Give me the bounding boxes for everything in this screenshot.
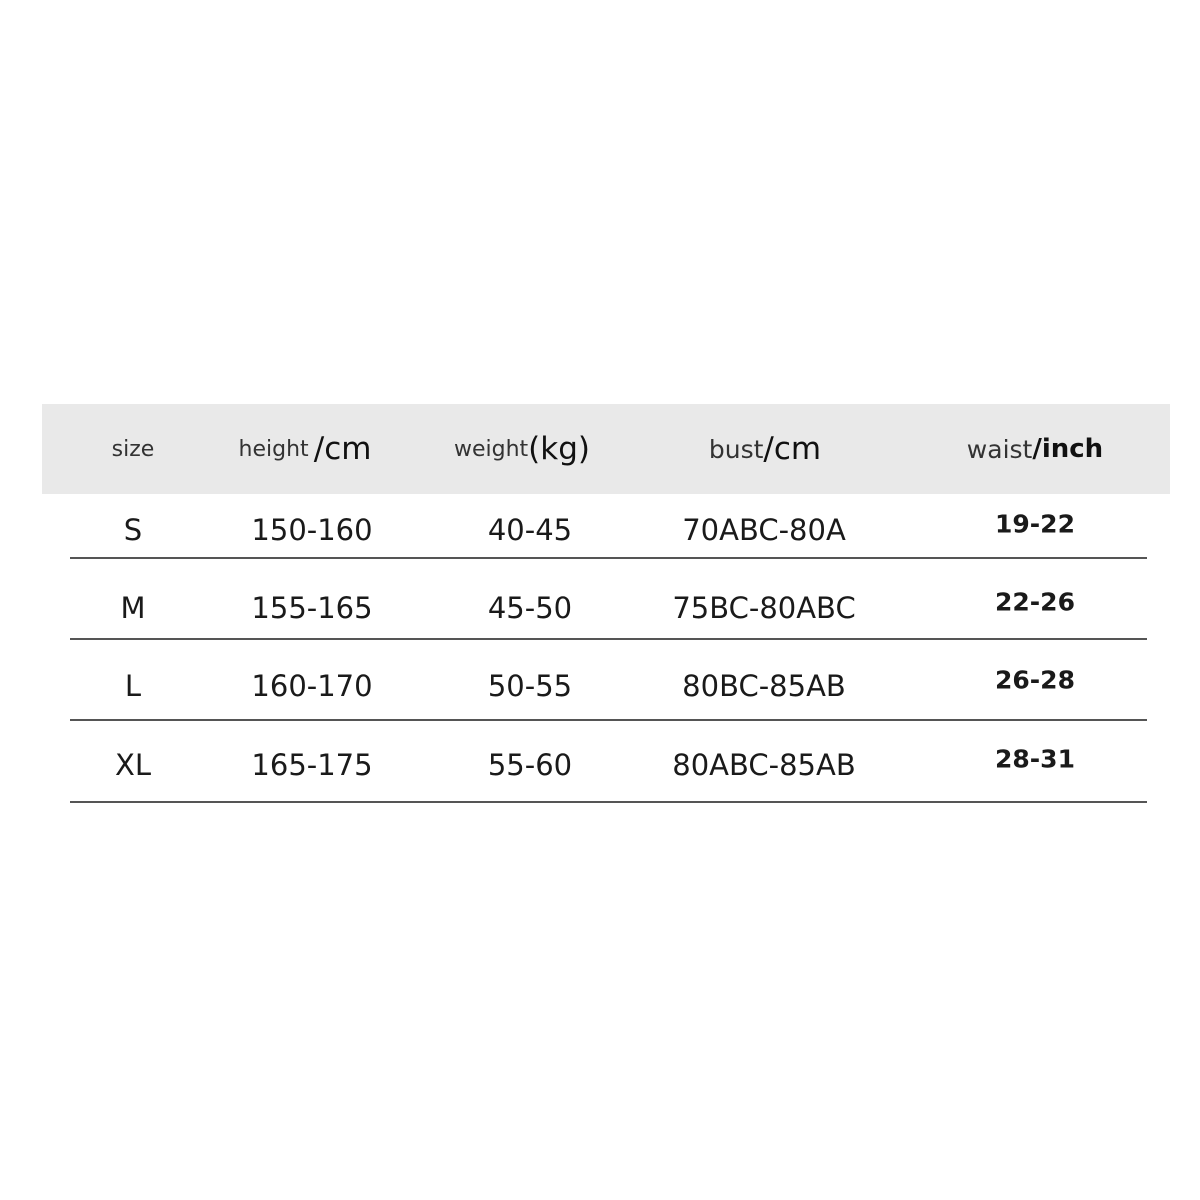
- cell-waist: 19-22: [995, 509, 1075, 539]
- header-label: height: [238, 436, 309, 462]
- header-bust: bust/cm: [709, 404, 821, 494]
- header-label: bust: [708, 434, 764, 464]
- header-unit: (kg): [528, 431, 591, 467]
- header-unit: /cm: [763, 431, 822, 467]
- cell-height: 150-160: [251, 513, 373, 547]
- cell-size: M: [120, 591, 146, 625]
- cell-waist: 22-26: [995, 587, 1075, 617]
- header-weight: weight (kg): [454, 404, 590, 494]
- row-divider: [70, 719, 1147, 721]
- cell-height: 165-175: [251, 748, 373, 782]
- header-unit: /cm: [313, 431, 372, 467]
- cell-weight: 45-50: [487, 591, 573, 625]
- cell-bust: 80BC-85AB: [682, 669, 846, 703]
- cell-bust: 70ABC-80A: [682, 513, 846, 547]
- header-label: weight: [453, 436, 529, 462]
- cell-weight: 55-60: [487, 748, 573, 782]
- cell-bust: 75BC-80ABC: [672, 591, 856, 625]
- table-header: size height /cm weight (kg) bust/cm waist…: [42, 404, 1170, 494]
- row-divider: [70, 801, 1147, 803]
- header-waist: waist/inch: [967, 404, 1103, 494]
- header-label: size: [111, 436, 155, 462]
- row-divider: [70, 557, 1147, 559]
- header-height: height /cm: [239, 404, 372, 494]
- cell-waist: 26-28: [995, 665, 1075, 695]
- cell-size: XL: [114, 748, 152, 782]
- cell-size: S: [123, 513, 143, 547]
- header-unit: /inch: [1032, 434, 1104, 464]
- cell-size: L: [124, 669, 142, 703]
- header-label: waist: [966, 434, 1033, 464]
- cell-bust: 80ABC-85AB: [672, 748, 856, 782]
- row-divider: [70, 638, 1147, 640]
- cell-height: 155-165: [251, 591, 373, 625]
- cell-height: 160-170: [251, 669, 373, 703]
- cell-waist: 28-31: [995, 744, 1075, 774]
- cell-weight: 40-45: [487, 513, 573, 547]
- header-size: size: [112, 404, 155, 494]
- cell-weight: 50-55: [487, 669, 573, 703]
